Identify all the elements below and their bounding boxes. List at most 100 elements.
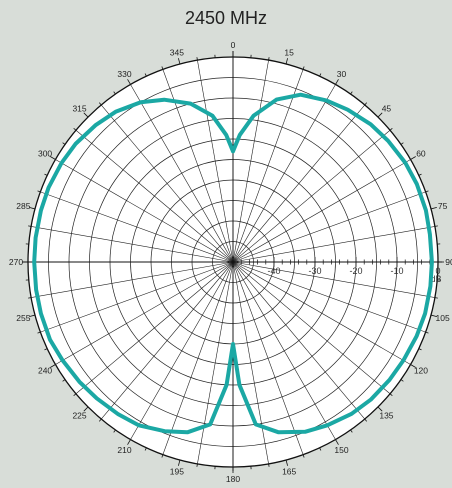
grid-spoke <box>232 226 435 263</box>
degree-tick <box>302 454 305 458</box>
angle-label: 30 <box>337 69 347 79</box>
data-point <box>424 312 426 315</box>
data-point <box>275 98 278 101</box>
angle-spokes <box>22 51 444 473</box>
degree-tick <box>400 379 404 382</box>
data-point <box>209 423 211 426</box>
degree-tick <box>364 102 368 106</box>
degree-tick <box>29 207 36 210</box>
grid-spoke <box>100 104 234 263</box>
angle-label: 180 <box>226 474 240 484</box>
degree-tick <box>83 112 89 118</box>
angle-label: 210 <box>117 445 131 455</box>
degree-tick <box>430 207 437 210</box>
grid-spoke <box>232 261 391 395</box>
grid-spoke <box>232 69 304 263</box>
degree-tick <box>44 348 48 351</box>
data-point <box>33 261 35 263</box>
angle-label: 345 <box>170 47 184 57</box>
degree-tick <box>196 463 198 467</box>
data-point <box>139 101 142 103</box>
degree-tick <box>161 454 164 458</box>
grid-spoke <box>232 261 366 420</box>
degree-tick <box>350 429 353 433</box>
degree-tick <box>178 459 181 466</box>
angle-label: 165 <box>282 467 296 477</box>
grid-spoke <box>130 261 234 440</box>
angle-label: 300 <box>38 149 52 159</box>
grid-spoke <box>232 261 269 464</box>
degree-tick <box>389 393 393 397</box>
angle-label: 240 <box>38 366 52 376</box>
degree-tick <box>377 406 383 412</box>
grid-spoke <box>130 84 234 263</box>
data-point <box>95 397 98 400</box>
grid-spoke <box>55 261 234 365</box>
data-point <box>402 359 405 362</box>
grid-spoke <box>75 261 234 395</box>
db-tick-label: -20 <box>349 266 362 276</box>
grid-spoke <box>232 261 336 440</box>
grid-spoke <box>40 191 234 263</box>
data-point <box>47 186 50 189</box>
grid-spoke <box>232 129 391 263</box>
data-point <box>416 183 418 185</box>
degree-tick <box>178 58 181 65</box>
db-unit-label: dB <box>430 274 441 284</box>
degree-tick <box>335 79 339 85</box>
angle-label: 60 <box>416 149 426 159</box>
degree-tick <box>400 142 404 145</box>
degree-tick <box>319 73 322 77</box>
grid-spoke <box>232 104 366 263</box>
degree-tick <box>73 127 77 131</box>
degree-tick <box>377 112 383 118</box>
angle-label: 315 <box>72 104 86 114</box>
data-point <box>325 99 328 102</box>
grid-spoke <box>232 191 426 263</box>
degree-tick <box>268 463 270 467</box>
data-point <box>75 142 77 145</box>
series-layer <box>32 92 434 435</box>
data-point <box>40 312 42 315</box>
data-point <box>404 161 407 164</box>
data-point <box>78 381 81 383</box>
degree-tick <box>62 379 66 382</box>
degree-tick <box>44 173 48 176</box>
data-point <box>252 115 255 117</box>
grid-spoke <box>232 261 426 333</box>
degree-tick <box>50 156 56 160</box>
data-point <box>425 209 427 212</box>
data-point <box>346 108 349 111</box>
angle-labels: 0 15 30 45 60 75 90 105 120 135 150 165 180 195 210 225… <box>9 40 452 484</box>
degree-tick <box>98 418 102 422</box>
data-point <box>232 150 234 153</box>
degree-tick <box>425 190 429 193</box>
grid-spoke <box>197 60 234 263</box>
degree-tick <box>196 57 198 61</box>
data-point <box>117 413 120 416</box>
angle-label: 105 <box>436 313 450 323</box>
grid-spoke <box>75 129 234 263</box>
angle-label: 270 <box>9 257 23 267</box>
db-axis: -40 -30 -20 -10 0dB <box>232 257 442 284</box>
degree-tick <box>113 91 116 95</box>
data-point <box>34 237 37 239</box>
data-point <box>35 288 37 291</box>
data-point <box>238 134 241 136</box>
degree-tick <box>285 58 288 65</box>
data-point <box>304 431 306 433</box>
angle-label: 150 <box>334 445 348 455</box>
grid-spoke <box>232 60 269 263</box>
data-point <box>163 98 165 101</box>
data-point <box>186 431 189 434</box>
degree-tick <box>285 459 288 466</box>
angle-label: 255 <box>16 313 30 323</box>
data-point <box>238 384 241 386</box>
degree-tick <box>37 331 41 334</box>
data-point <box>369 123 372 126</box>
grid-spoke <box>232 84 336 263</box>
grid-spoke <box>232 261 435 298</box>
degree-tick <box>350 91 353 95</box>
angle-label: 90 <box>445 257 452 267</box>
